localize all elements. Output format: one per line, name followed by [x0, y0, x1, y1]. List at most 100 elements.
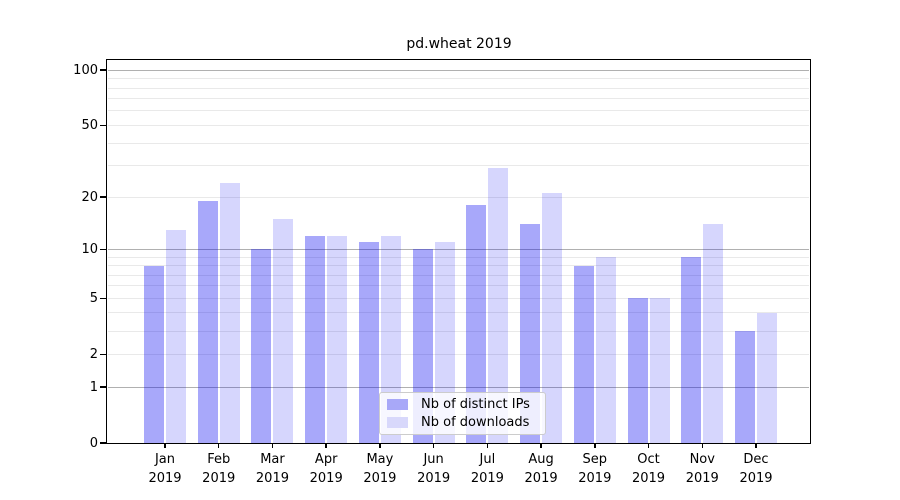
minor-gridline: [108, 274, 809, 276]
minor-gridline: [108, 98, 809, 100]
x-tick-label-line: 2019: [148, 471, 182, 486]
x-tick-label-line: Jul: [479, 452, 496, 467]
x-tick-mark: [594, 443, 596, 448]
x-tick-label: Oct 2019: [621, 450, 677, 488]
bar-distinct-ips-feb: [197, 201, 218, 443]
y-tick-mark: [100, 124, 106, 127]
x-tick-label-line: 2019: [202, 471, 236, 486]
x-tick-label-line: 2019: [309, 471, 343, 486]
bar-distinct-ips-sep: [573, 265, 594, 443]
x-tick-label: Sep 2019: [567, 450, 623, 488]
minor-gridline: [108, 312, 809, 314]
y-tick-mark: [100, 353, 106, 355]
minor-gridline: [108, 256, 809, 258]
y-tick-mark: [100, 248, 106, 251]
bar-downloads-aug: [542, 193, 563, 443]
y-tick-label: 5: [89, 290, 98, 306]
x-tick-label: Aug 2019: [513, 450, 569, 488]
x-tick-label-line: 2019: [685, 471, 719, 486]
legend-label-downloads: Nb of downloads: [421, 414, 530, 430]
minor-gridline: [108, 165, 809, 167]
x-tick-mark: [755, 443, 757, 448]
x-tick-label: Dec 2019: [728, 450, 784, 488]
y-tick-mark: [100, 196, 106, 198]
minor-gridline: [108, 330, 809, 332]
bar-downloads-jul: [488, 168, 509, 443]
x-tick-label-line: 2019: [739, 471, 773, 486]
x-tick-mark: [540, 443, 542, 448]
legend-swatch-downloads: [387, 416, 408, 428]
y-tick-mark: [100, 442, 106, 444]
x-tick-label-line: 2019: [524, 471, 558, 486]
x-tick-label-line: Nov: [689, 452, 715, 467]
major-gridline: [108, 248, 809, 250]
bar-downloads-feb: [219, 182, 240, 443]
y-tick-label: 0: [89, 435, 98, 451]
y-tick-label: 50: [81, 117, 98, 133]
y-tick-label: 10: [81, 241, 98, 257]
bar-distinct-ips-may: [358, 242, 379, 443]
bar-distinct-ips-aug: [520, 224, 541, 443]
y-tick-mark: [100, 69, 106, 71]
bar-downloads-oct: [649, 298, 670, 443]
bar-downloads-nov: [703, 224, 724, 443]
minor-gridline: [108, 110, 809, 112]
x-tick-mark: [432, 443, 435, 448]
y-tick-label: 100: [73, 62, 98, 78]
x-tick-mark: [271, 443, 274, 448]
major-gridline: [108, 69, 809, 71]
x-tick-label-line: Mar: [260, 452, 285, 467]
x-tick-label: Feb 2019: [191, 450, 247, 488]
x-tick-mark: [379, 443, 381, 448]
x-tick-label: May 2019: [352, 450, 408, 488]
x-tick-mark: [164, 443, 166, 448]
x-tick-label-line: 2019: [631, 471, 666, 486]
bar-distinct-ips-dec: [734, 331, 755, 443]
bar-downloads-mar: [273, 219, 294, 443]
legend-swatch-distinct-ips: [387, 399, 408, 411]
legend: Nb of distinct IPs Nb of downloads: [379, 392, 546, 435]
x-tick-label-line: Jun: [423, 452, 444, 467]
y-tick-label: 1: [89, 379, 98, 395]
bar-distinct-ips-nov: [681, 257, 702, 443]
bar-downloads-apr: [327, 235, 348, 443]
x-tick-mark: [325, 443, 327, 448]
x-tick-mark: [486, 443, 489, 448]
x-tick-label-line: Aug: [528, 452, 554, 467]
x-tick-label-line: Oct: [637, 452, 660, 467]
minor-gridline: [108, 265, 809, 266]
bar-distinct-ips-mar: [251, 249, 272, 443]
minor-gridline: [108, 142, 809, 144]
x-tick-label-line: 2019: [470, 471, 504, 486]
minor-gridline: [108, 285, 809, 287]
x-tick-label-line: Apr: [314, 452, 338, 467]
x-tick-label-line: 2019: [578, 471, 612, 486]
legend-item-distinct-ips: Nb of distinct IPs: [387, 397, 539, 412]
x-tick-mark: [217, 443, 220, 448]
bar-distinct-ips-jul: [466, 205, 487, 443]
x-tick-label: Mar 2019: [244, 450, 300, 488]
chart-title: pd.wheat 2019: [406, 36, 512, 52]
bar-downloads-sep: [595, 257, 616, 443]
bar-downloads-dec: [756, 312, 777, 443]
x-tick-label-line: 2019: [255, 471, 289, 486]
minor-gridline: [108, 353, 809, 355]
minor-gridline: [108, 196, 809, 198]
x-tick-label-line: May: [366, 452, 394, 467]
x-tick-label-line: 2019: [417, 471, 451, 486]
y-tick-label: 2: [89, 346, 98, 362]
x-tick-label-line: Dec: [743, 452, 769, 467]
bar-downloads-jan: [166, 229, 186, 443]
x-tick-label: Nov 2019: [674, 450, 730, 488]
minor-gridline: [108, 78, 809, 80]
x-tick-label: Apr 2019: [298, 450, 354, 488]
minor-gridline: [108, 297, 809, 299]
x-tick-label: Jan 2019: [137, 450, 193, 488]
x-tick-label-line: Feb: [207, 452, 231, 467]
bar-distinct-ips-jan: [144, 265, 164, 443]
x-tick-mark: [701, 443, 704, 448]
x-tick-mark: [647, 443, 650, 448]
y-tick-label: 20: [81, 189, 98, 205]
x-tick-label-line: Jan: [154, 452, 176, 467]
